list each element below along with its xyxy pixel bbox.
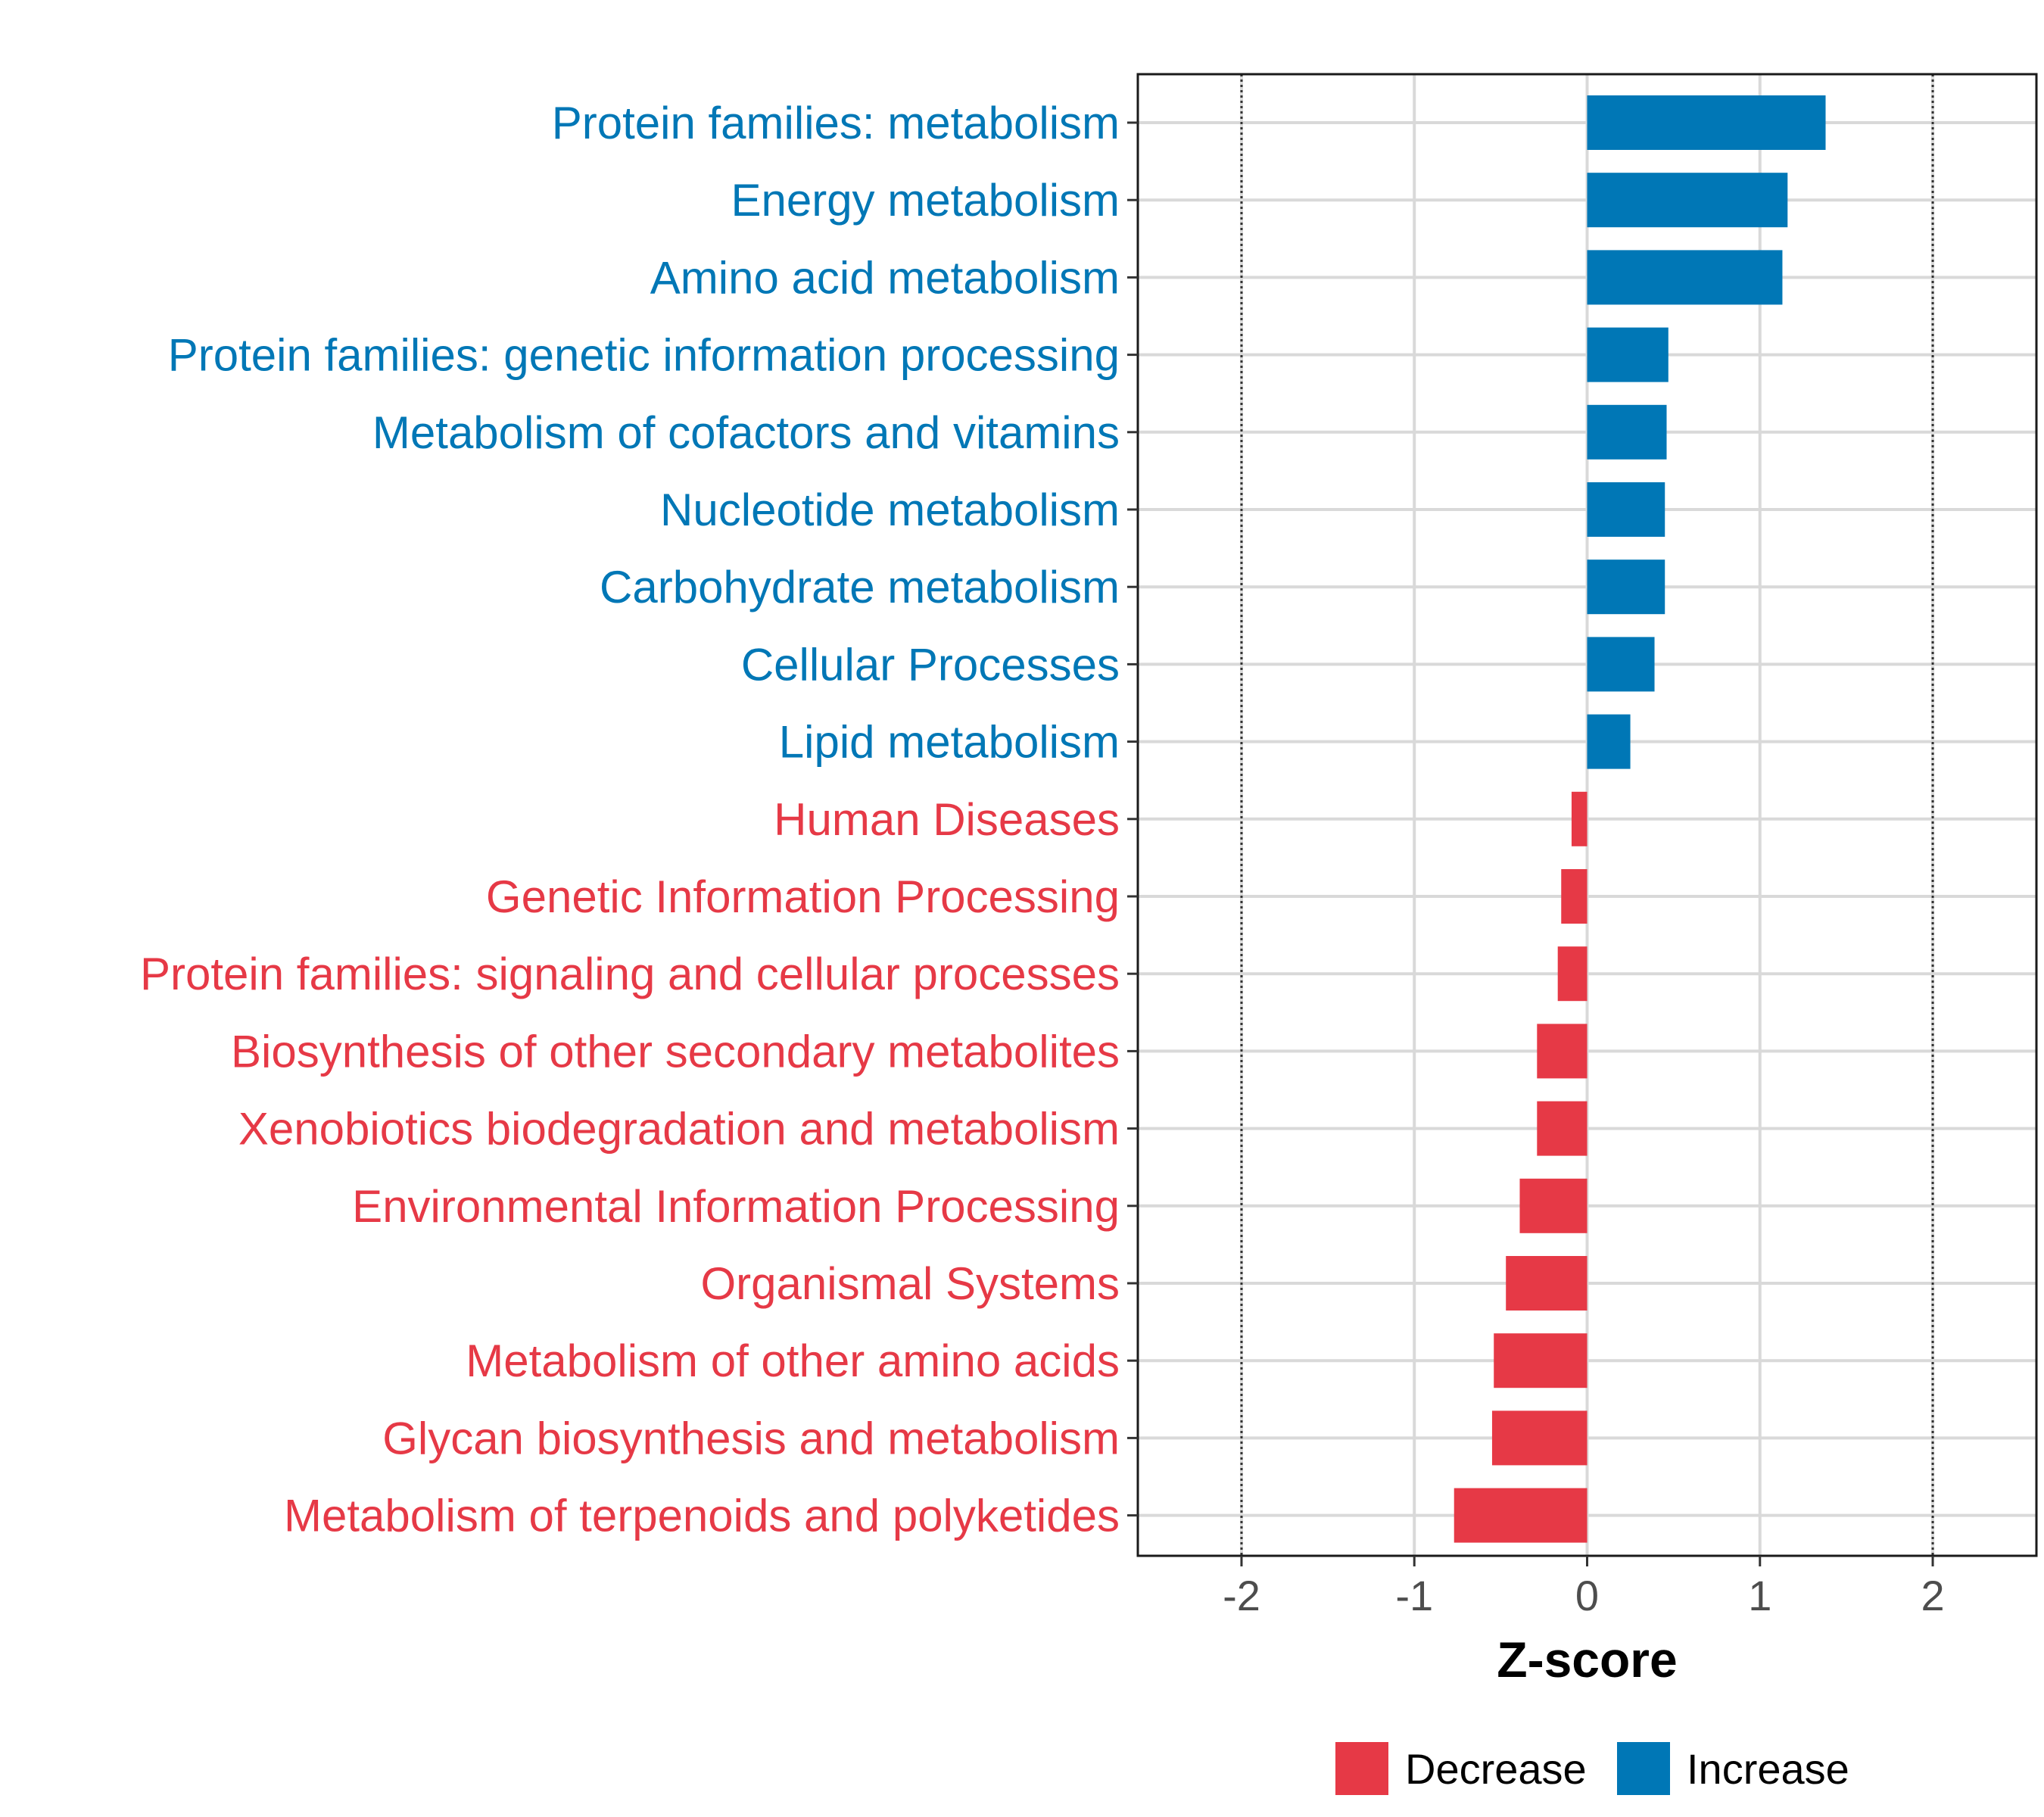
x-axis-ticks: -2 -1 0 1 2	[1223, 1556, 1945, 1619]
y-label-lipid-metabolism: Lipid metabolism	[779, 717, 1120, 768]
bar-metabolism-of-other-amino-acids	[1494, 1333, 1588, 1388]
y-label-protein-families-genetic-information-processing: Protein families: genetic information pr…	[168, 330, 1120, 381]
y-label-amino-acid-metabolism: Amino acid metabolism	[650, 252, 1120, 303]
y-axis-labels: Protein families: metabolism Energy metab…	[140, 98, 1120, 1541]
bar-glycan-biosynthesis-and-metabolism	[1491, 1410, 1588, 1466]
y-label-nucleotide-metabolism: Nucleotide metabolism	[660, 485, 1120, 535]
bar-cellular-processes	[1587, 637, 1655, 692]
x-tick-label-4: 2	[1921, 1572, 1944, 1619]
y-label-carbohydrate-metabolism: Carbohydrate metabolism	[600, 562, 1120, 612]
bar-organismal-systems	[1506, 1256, 1588, 1311]
legend-label-increase: Increase	[1687, 1745, 1849, 1793]
bar-biosynthesis-of-other-secondary-metabolites	[1537, 1024, 1588, 1079]
bar-amino-acid-metabolism	[1587, 250, 1783, 305]
x-tick-label-1: -1	[1395, 1572, 1433, 1619]
y-label-environmental-information-processing: Environmental Information Processing	[352, 1181, 1120, 1232]
x-tick-label-3: 1	[1748, 1572, 1771, 1619]
y-label-organismal-systems: Organismal Systems	[701, 1258, 1120, 1309]
y-label-protein-families-metabolism: Protein families: metabolism	[552, 98, 1120, 148]
y-label-protein-families-signaling-and-cellular-processes: Protein families: signaling and cellular…	[140, 949, 1120, 999]
bar-protein-families-genetic-information-processing	[1587, 327, 1669, 382]
bar-protein-families-metabolism	[1587, 95, 1826, 150]
legend-swatch-increase	[1617, 1742, 1670, 1795]
y-label-genetic-information-processing: Genetic Information Processing	[486, 871, 1120, 922]
y-label-human-diseases: Human Diseases	[774, 794, 1120, 845]
bar-environmental-information-processing	[1519, 1178, 1588, 1233]
y-label-cellular-processes: Cellular Processes	[741, 639, 1120, 690]
bar-energy-metabolism	[1587, 173, 1788, 228]
y-label-biosynthesis-of-other-secondary-metabolites: Biosynthesis of other secondary metaboli…	[231, 1026, 1120, 1077]
legend-label-decrease: Decrease	[1405, 1745, 1587, 1793]
x-tick-label-0: -2	[1223, 1572, 1260, 1619]
bar-protein-families-signaling-and-cellular-processes	[1557, 946, 1588, 1002]
legend-swatch-decrease	[1335, 1742, 1388, 1795]
y-label-energy-metabolism: Energy metabolism	[731, 175, 1120, 226]
legend: Decrease Increase	[1335, 1742, 1849, 1795]
bar-metabolism-of-cofactors-and-vitamins	[1587, 404, 1667, 460]
bars-layer	[1454, 95, 1826, 1543]
y-label-metabolism-of-cofactors-and-vitamins: Metabolism of cofactors and vitamins	[372, 407, 1120, 458]
y-axis-ticks	[1127, 121, 1138, 1517]
bar-xenobiotics-biodegradation-and-metabolism	[1537, 1101, 1588, 1156]
bar-nucleotide-metabolism	[1587, 482, 1665, 537]
bar-genetic-information-processing	[1561, 869, 1588, 924]
bar-carbohydrate-metabolism	[1587, 559, 1665, 615]
y-label-metabolism-of-terpenoids-and-polyketides: Metabolism of terpenoids and polyketides	[284, 1491, 1120, 1541]
x-tick-label-2: 0	[1575, 1572, 1599, 1619]
y-label-metabolism-of-other-amino-acids: Metabolism of other amino acids	[466, 1335, 1120, 1386]
x-axis-title: Z-score	[1497, 1632, 1677, 1688]
bar-human-diseases	[1571, 791, 1588, 846]
y-label-glycan-biosynthesis-and-metabolism: Glycan biosynthesis and metabolism	[382, 1413, 1120, 1463]
y-label-xenobiotics-biodegradation-and-metabolism: Xenobiotics biodegradation and metabolis…	[238, 1104, 1120, 1155]
bar-metabolism-of-terpenoids-and-polyketides	[1454, 1488, 1588, 1543]
bar-lipid-metabolism	[1587, 714, 1631, 769]
